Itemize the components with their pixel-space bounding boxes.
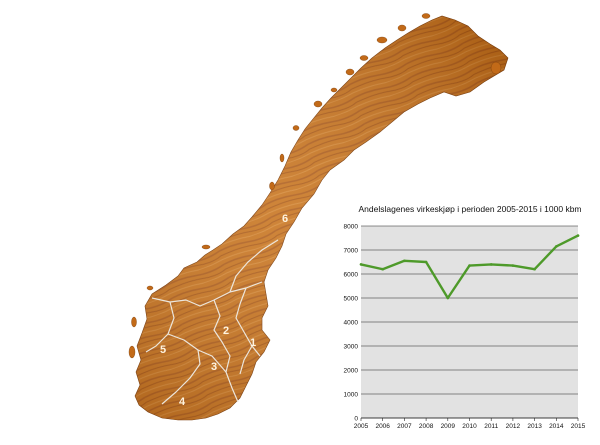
y-tick-label-2000: 2000 — [344, 367, 359, 374]
data-point-2009 — [446, 296, 450, 300]
x-tick-label-2006: 2006 — [375, 423, 390, 430]
y-tick-label-5000: 5000 — [344, 295, 359, 302]
chart-title: Andelslagenes virkeskjøp i perioden 2005… — [358, 204, 581, 214]
data-point-2005 — [359, 263, 363, 266]
x-tick-label-2011: 2011 — [484, 423, 498, 430]
y-tick-label-3000: 3000 — [344, 343, 359, 350]
data-point-2007 — [403, 259, 406, 263]
region-label-4: 4 — [179, 396, 186, 408]
series-layer — [359, 234, 580, 300]
region-label-6: 6 — [282, 213, 288, 225]
y-tick-label-0: 0 — [354, 415, 358, 422]
x-tick-label-2012: 2012 — [506, 423, 521, 430]
data-point-2012 — [511, 264, 515, 267]
region-label-3: 3 — [211, 361, 217, 373]
norway-map: 1 2 3 4 5 6 — [128, 13, 509, 421]
map-shading — [135, 16, 508, 420]
x-axis-ticks: 2005 2006 2007 2008 2009 2010 2011 2012 2013 2014… — [354, 418, 586, 430]
x-tick-label-2007: 2007 — [397, 423, 412, 430]
region-label-2: 2 — [223, 325, 229, 337]
coastal-islands — [128, 13, 502, 359]
x-tick-label-2013: 2013 — [527, 423, 542, 430]
region-borders — [145, 239, 279, 405]
data-point-2008 — [424, 260, 428, 264]
data-point-2010 — [468, 264, 471, 267]
data-point-2014 — [555, 245, 558, 248]
region-label-1: 1 — [250, 337, 256, 349]
y-axis-ticks: 0 1000 2000 3000 4000 5000 6000 7000 8000 — [344, 223, 359, 422]
y-tick-label-1000: 1000 — [344, 391, 359, 398]
data-point-2015 — [576, 234, 580, 237]
x-tick-label-2010: 2010 — [462, 423, 477, 430]
y-tick-label-8000: 8000 — [344, 223, 359, 230]
y-tick-label-6000: 6000 — [344, 271, 359, 278]
region-label-5: 5 — [160, 344, 166, 356]
x-tick-label-2014: 2014 — [549, 423, 564, 430]
data-point-2013 — [533, 267, 536, 271]
x-tick-label-2015: 2015 — [571, 423, 586, 430]
x-tick-label-2008: 2008 — [419, 423, 434, 430]
y-tick-label-4000: 4000 — [344, 319, 359, 326]
y-tick-label-7000: 7000 — [344, 247, 359, 254]
x-tick-label-2005: 2005 — [354, 423, 369, 430]
data-point-2011 — [489, 263, 493, 266]
line-chart: Andelslagenes virkeskjøp i perioden 2005… — [344, 204, 586, 430]
data-point-2006 — [381, 267, 385, 271]
x-tick-label-2009: 2009 — [441, 423, 456, 430]
